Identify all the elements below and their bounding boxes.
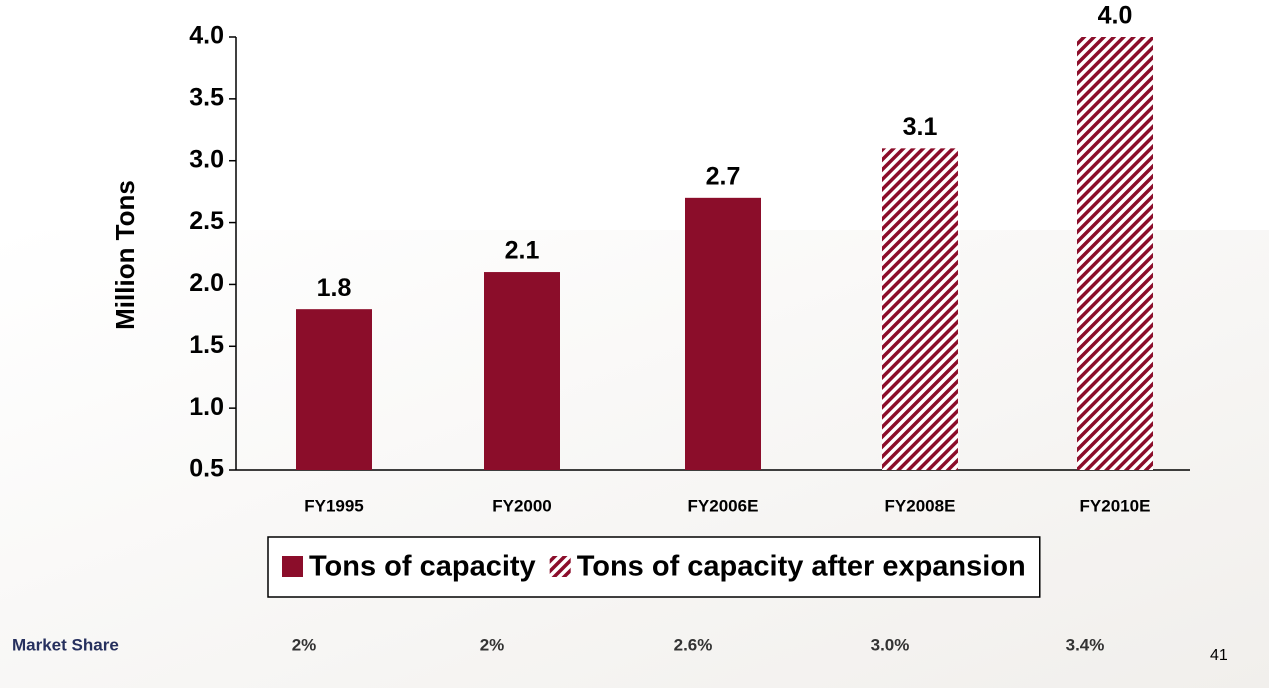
y-tick-label: 0.5 [189, 455, 224, 483]
y-tick-label: 3.0 [189, 145, 224, 173]
legend-swatch [282, 556, 303, 577]
y-tick-label: 1.0 [189, 393, 224, 421]
x-tick-label: FY1995 [304, 496, 364, 515]
x-tick-label: FY2010E [1080, 496, 1151, 515]
legend-swatch [549, 556, 571, 577]
value-label: 2.1 [505, 237, 540, 265]
x-tick-label: FY2008E [885, 496, 956, 515]
legend-label: Tons of capacity after expansion [577, 551, 1026, 583]
value-label: 2.7 [706, 162, 741, 190]
x-tick-label: FY2000 [492, 496, 552, 515]
y-tick-label: 4.0 [189, 22, 224, 50]
bar [296, 309, 372, 470]
x-tick-label: FY2006E [688, 496, 759, 515]
legend-box [267, 536, 1041, 598]
market-share-value: 2% [480, 635, 505, 654]
y-axis-title: Million Tons [110, 180, 140, 330]
y-tick-label: 1.5 [189, 331, 224, 359]
y-tick-label: 2.0 [189, 269, 224, 297]
value-label: 4.0 [1098, 2, 1133, 30]
market-share-value: 2% [292, 635, 317, 654]
market-share-value: 3.0% [871, 635, 910, 654]
market-share-value: 3.4% [1066, 635, 1105, 654]
bar [484, 272, 560, 470]
bar [1077, 37, 1153, 470]
y-tick-label: 2.5 [189, 207, 224, 235]
value-label: 3.1 [903, 113, 938, 141]
background [0, 230, 1269, 688]
y-tick-label: 3.5 [189, 83, 224, 111]
value-label: 1.8 [317, 274, 352, 302]
market-share-value: 2.6% [674, 635, 713, 654]
market-share-label: Market Share [12, 635, 119, 654]
page-number: 41 [1210, 647, 1228, 664]
bar [685, 197, 761, 471]
legend-label: Tons of capacity [309, 551, 536, 583]
bar [882, 148, 958, 471]
